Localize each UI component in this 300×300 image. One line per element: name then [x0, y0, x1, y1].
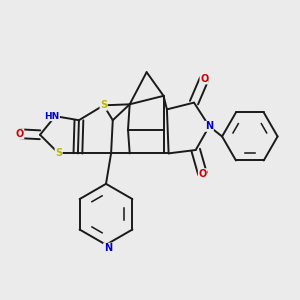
Text: S: S [100, 100, 107, 110]
Text: N: N [103, 243, 112, 253]
Text: S: S [55, 148, 62, 158]
Text: N: N [205, 121, 213, 131]
Text: O: O [200, 74, 208, 84]
Text: O: O [16, 129, 24, 139]
Text: HN: HN [44, 112, 59, 121]
Text: O: O [198, 169, 207, 179]
